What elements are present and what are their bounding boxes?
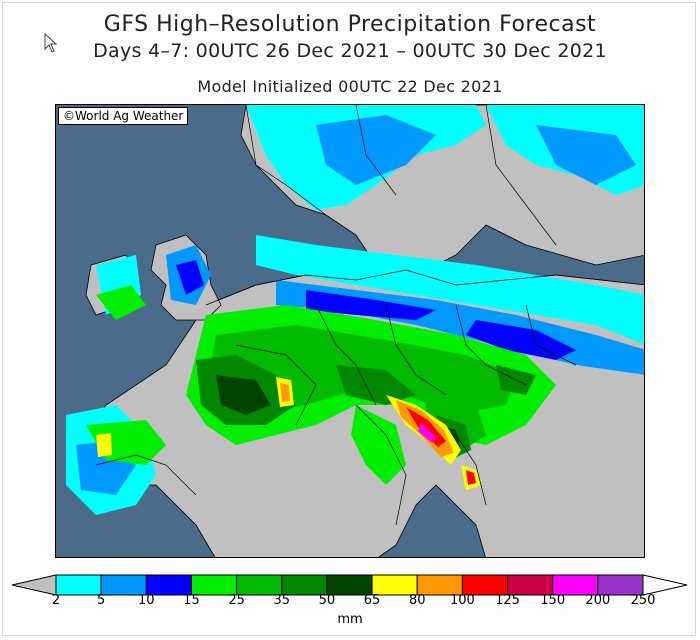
legend-cell [552, 574, 599, 596]
legend-tick-label: 250 [630, 593, 656, 608]
legend-unit: mm [337, 612, 363, 627]
legend-cell [190, 574, 238, 596]
legend-cell [416, 574, 463, 596]
legend-tick-label: 2 [51, 593, 61, 608]
legend-cell [100, 574, 147, 596]
legend-tick-label: 65 [363, 593, 381, 608]
legend-tick-label: 15 [183, 593, 200, 608]
legend-cell [281, 574, 328, 596]
legend-cell [461, 574, 509, 596]
legend-high-arrow [642, 574, 688, 596]
legend-tick-label: 80 [408, 593, 426, 608]
legend-tick-label: 150 [540, 593, 566, 608]
legend-cell [597, 574, 644, 596]
legend-tick-label: 25 [228, 593, 245, 608]
legend-cell [507, 574, 554, 596]
legend-tick-label: 125 [495, 593, 520, 608]
legend-cell [236, 574, 283, 596]
map-canvas [56, 105, 644, 557]
legend-cell [371, 574, 418, 596]
legend-cell [326, 574, 373, 596]
legend-cell [55, 574, 102, 596]
country-borders [95, 105, 644, 526]
legend-tick-label: 200 [585, 593, 611, 608]
legend-tick-label: 35 [273, 593, 291, 608]
precipitation-map: ©World Ag Weather [55, 104, 645, 558]
legend-cell [145, 574, 192, 596]
map-credit: ©World Ag Weather [58, 107, 189, 125]
legend-tick-label: 10 [138, 593, 155, 608]
legend-tick-label: 50 [318, 593, 336, 608]
forecast-period: Days 4–7: 00UTC 26 Dec 2021 – 00UTC 30 D… [93, 40, 607, 62]
legend-tick-labels: 2 5 10 15 25 35 50 65 80 100 125 150 200 250 [0, 593, 700, 613]
precip-extreme [96, 377, 481, 490]
legend-colorbar [11, 574, 688, 596]
precip-heavy-blue [176, 260, 576, 360]
legend-low-arrow [11, 574, 57, 596]
page-title: GFS High–Resolution Precipitation Foreca… [103, 12, 597, 37]
legend-cells [55, 574, 644, 596]
legend-tick-label: 100 [449, 593, 475, 608]
mouse-cursor-icon [44, 33, 58, 53]
legend-tick-label: 5 [97, 593, 106, 608]
model-initialized: Model Initialized 00UTC 22 Dec 2021 [197, 77, 503, 96]
